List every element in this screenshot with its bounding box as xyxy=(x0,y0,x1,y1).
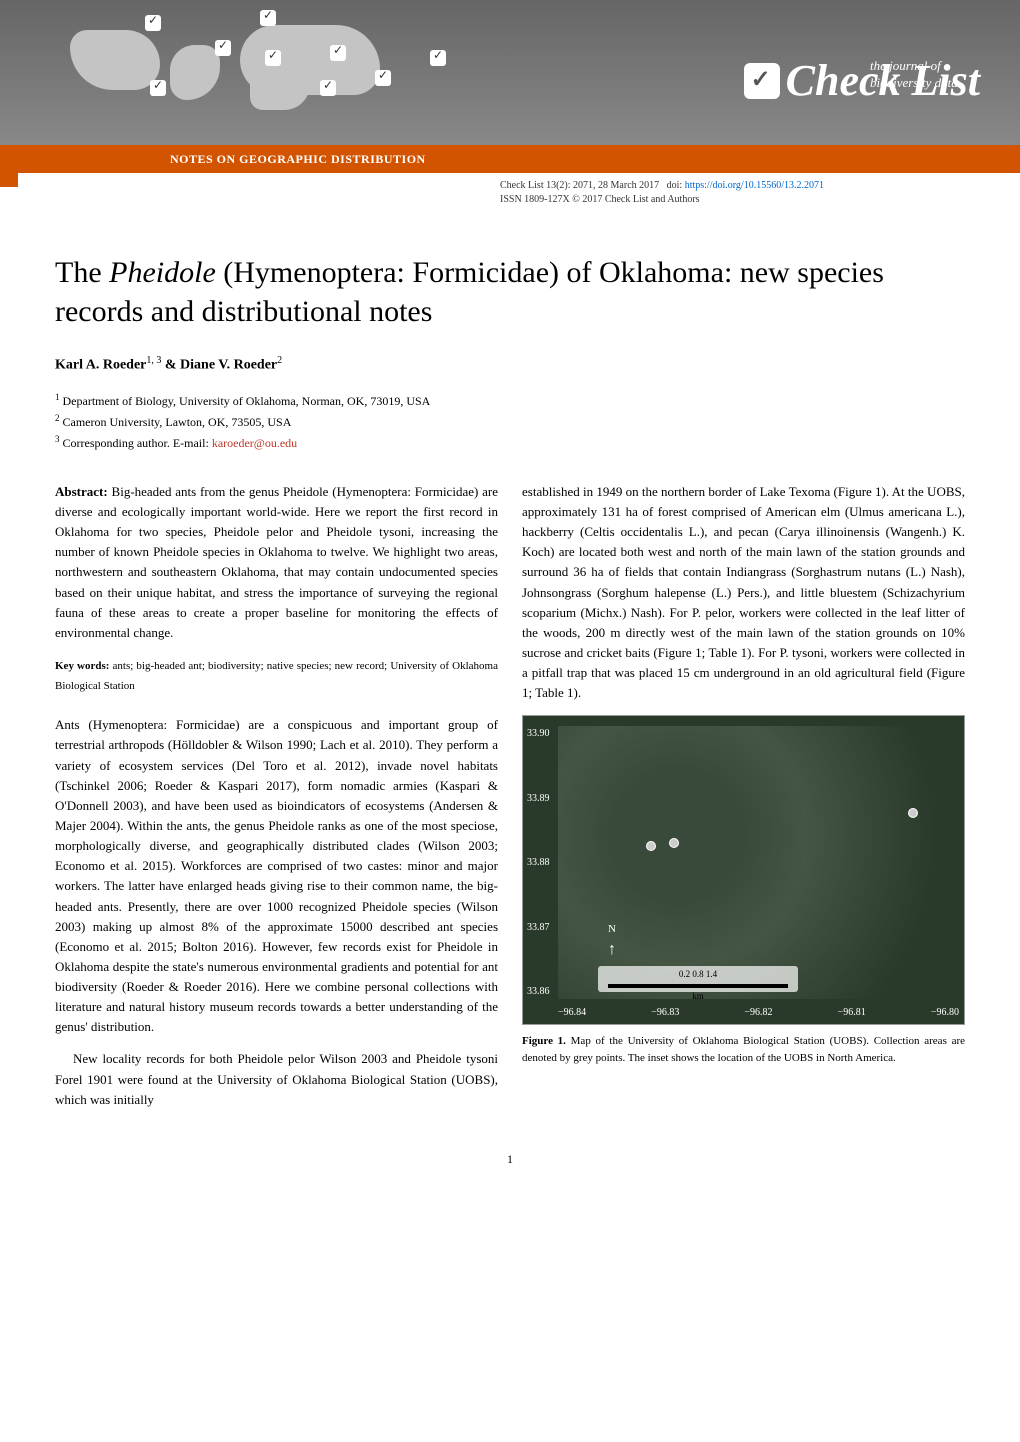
author1-sup: 1, 3 xyxy=(146,355,161,366)
scale-values: 0.2 0.8 1.4 xyxy=(679,969,717,979)
figure-x-axis: −96.84 −96.83 −96.82 −96.81 −96.80 xyxy=(558,1005,959,1021)
body-para1: Ants (Hymenoptera: Formicidae) are a con… xyxy=(55,715,498,1037)
collection-point xyxy=(646,841,656,851)
check-icon xyxy=(744,63,780,99)
scale-unit: km xyxy=(692,991,704,1001)
ytick: 33.90 xyxy=(527,726,550,742)
figure-y-axis: 33.90 33.89 33.88 33.87 33.86 xyxy=(527,716,550,1024)
collection-point xyxy=(908,808,918,818)
author2: Diane V. Roeder xyxy=(180,358,277,373)
north-arrow-icon: ↑ xyxy=(608,941,616,958)
author2-sup: 2 xyxy=(277,355,282,366)
north-indicator: N ↑ xyxy=(608,921,616,963)
keywords-label: Key words: xyxy=(55,660,109,672)
section-label: NOTES ON GEOGRAPHIC DISTRIBUTION xyxy=(170,152,426,167)
doi-label: doi: xyxy=(667,180,683,191)
journal-tagline: the journal of biodiversity data xyxy=(870,58,980,92)
ytick: 33.89 xyxy=(527,791,550,807)
abstract-text: Big-headed ants from the genus Pheidole … xyxy=(55,484,498,640)
title-genus: Pheidole xyxy=(109,256,216,289)
body-para2: New locality records for both Pheidole p… xyxy=(55,1049,498,1109)
xtick: −96.84 xyxy=(558,1005,586,1021)
figure-map: 33.90 33.89 33.88 33.87 33.86 N ↑ xyxy=(522,715,965,1025)
two-column-layout: Abstract: Big-headed ants from the genus… xyxy=(55,482,965,1122)
article-title: The Pheidole (Hymenoptera: Formicidae) o… xyxy=(55,253,965,331)
aff3: Corresponding author. E-mail: xyxy=(60,436,212,450)
author-conj: & xyxy=(161,358,180,373)
page-number: 1 xyxy=(55,1152,965,1167)
figure-label: Figure 1. xyxy=(522,1035,566,1047)
authors-line: Karl A. Roeder1, 3 & Diane V. Roeder2 xyxy=(55,355,965,374)
figure-1: 33.90 33.89 33.88 33.87 33.86 N ↑ xyxy=(522,715,965,1066)
body-para3: established in 1949 on the northern bord… xyxy=(522,482,965,704)
keywords-text: ants; big-headed ant; biodiversity; nati… xyxy=(55,660,498,692)
corresponding-email[interactable]: karoeder@ou.edu xyxy=(212,436,297,450)
ytick: 33.88 xyxy=(527,855,550,871)
scale-bar-line xyxy=(608,984,788,988)
north-label: N xyxy=(608,923,616,935)
right-column: established in 1949 on the northern bord… xyxy=(522,482,965,1122)
ytick: 33.86 xyxy=(527,984,550,1000)
figure-caption-text: Map of the University of Oklahoma Biolog… xyxy=(522,1035,965,1064)
issn-line: ISSN 1809-127X © 2017 Check List and Aut… xyxy=(500,194,700,205)
satellite-imagery xyxy=(558,726,956,999)
ytick: 33.87 xyxy=(527,920,550,936)
keywords-block: Key words: ants; big-headed ant; biodive… xyxy=(55,655,498,695)
orange-sidebar-accent xyxy=(0,145,18,187)
section-band: NOTES ON GEOGRAPHIC DISTRIBUTION xyxy=(0,145,1020,173)
citation-block: Check List 13(2): 2071, 28 March 2017 do… xyxy=(0,173,1020,213)
world-map-graphic xyxy=(50,10,450,110)
abstract-label: Abstract: xyxy=(55,484,108,499)
aff1: Department of Biology, University of Okl… xyxy=(60,394,431,408)
affiliations: 1 Department of Biology, University of O… xyxy=(55,390,965,454)
figure-caption: Figure 1. Map of the University of Oklah… xyxy=(522,1033,965,1066)
scale-bar: 0.2 0.8 1.4 km xyxy=(598,966,798,992)
xtick: −96.80 xyxy=(931,1005,959,1021)
xtick: −96.82 xyxy=(744,1005,772,1021)
title-pre: The xyxy=(55,256,109,289)
header-banner: Check List the journal of biodiversity d… xyxy=(0,0,1020,145)
abstract-block: Abstract: Big-headed ants from the genus… xyxy=(55,482,498,643)
citation-text: Check List 13(2): 2071, 28 March 2017 xyxy=(500,180,659,191)
left-column: Abstract: Big-headed ants from the genus… xyxy=(55,482,498,1122)
xtick: −96.83 xyxy=(651,1005,679,1021)
author1: Karl A. Roeder xyxy=(55,358,146,373)
tagline-line1: the journal of xyxy=(870,58,941,73)
aff2: Cameron University, Lawton, OK, 73505, U… xyxy=(60,415,292,429)
article-body: The Pheidole (Hymenoptera: Formicidae) o… xyxy=(0,213,1020,1197)
xtick: −96.81 xyxy=(838,1005,866,1021)
tagline-line2: biodiversity data xyxy=(870,75,958,90)
doi-link[interactable]: https://doi.org/10.15560/13.2.2071 xyxy=(685,180,824,191)
collection-point xyxy=(669,838,679,848)
